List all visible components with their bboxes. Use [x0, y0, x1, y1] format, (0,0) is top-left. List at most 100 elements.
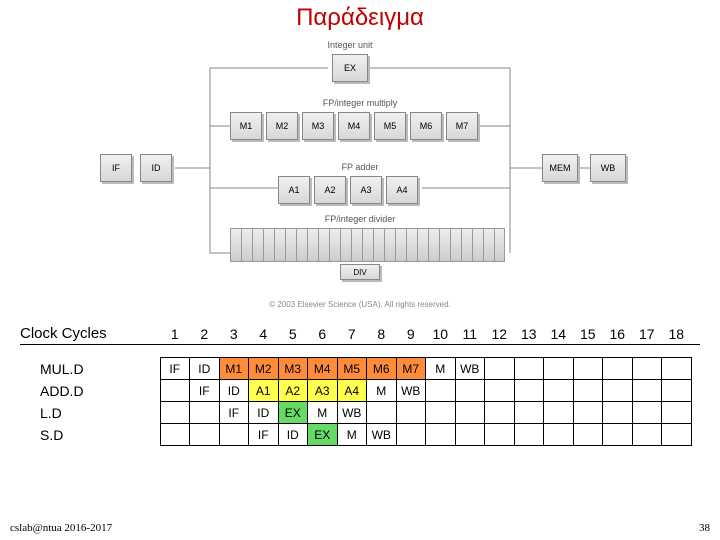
label-div: FP/integer divider — [310, 214, 410, 224]
cycle-num: 11 — [455, 326, 485, 342]
cycle-num: 12 — [485, 326, 515, 342]
instr-label: S.D — [40, 424, 160, 446]
cycle-num: 5 — [278, 326, 308, 342]
pipe-cell — [544, 402, 574, 424]
pipe-cell — [514, 402, 544, 424]
pipe-cell — [632, 402, 662, 424]
pipe-cell: WB — [367, 424, 397, 446]
cycle-num: 6 — [308, 326, 338, 342]
pipe-cell: A3 — [308, 380, 338, 402]
box-m5: M5 — [374, 112, 406, 140]
pipe-cell — [485, 380, 515, 402]
box-id: ID — [140, 154, 172, 182]
pipe-cell: WB — [455, 358, 485, 380]
box-m4: M4 — [338, 112, 370, 140]
cycle-num: 17 — [632, 326, 662, 342]
cycle-num: 18 — [662, 326, 692, 342]
pipeline-table: MUL.DIFIDM1M2M3M4M5M6M7MWBADD.DIFIDA1A2A… — [40, 357, 692, 446]
pipe-cell — [160, 380, 190, 402]
pipe-cell: M6 — [367, 358, 397, 380]
pipe-cell — [544, 380, 574, 402]
pipe-cell — [219, 424, 249, 446]
page-title: Παράδειγμα — [0, 0, 720, 32]
cycle-num: 10 — [426, 326, 456, 342]
label-int-unit: Integer unit — [320, 40, 380, 50]
footer-left: cslab@ntua 2016-2017 — [10, 522, 112, 534]
pipe-cell — [426, 380, 456, 402]
cycle-num: 4 — [249, 326, 279, 342]
pipe-cell: ID — [278, 424, 308, 446]
pipe-cell: M3 — [278, 358, 308, 380]
pipe-cell: M — [337, 424, 367, 446]
divider-block — [230, 228, 505, 262]
clock-cycles-area: Clock Cycles 123456789101112131415161718… — [0, 325, 720, 446]
pipe-cell — [544, 358, 574, 380]
label-mul: FP/integer multiply — [300, 98, 420, 108]
instr-label: L.D — [40, 402, 160, 424]
pipe-cell: M — [367, 380, 397, 402]
box-m3: M3 — [302, 112, 334, 140]
pipe-cell: IF — [190, 380, 220, 402]
cycle-num: 3 — [219, 326, 249, 342]
pipe-cell — [396, 402, 426, 424]
cycle-num: 16 — [603, 326, 633, 342]
pipe-cell — [662, 424, 692, 446]
instr-label: MUL.D — [40, 358, 160, 380]
pipe-cell — [573, 402, 603, 424]
pipe-cell — [632, 380, 662, 402]
cycle-num: 9 — [396, 326, 426, 342]
box-a4: A4 — [386, 176, 418, 204]
pipe-cell: M1 — [219, 358, 249, 380]
box-m2: M2 — [266, 112, 298, 140]
pipe-cell — [426, 402, 456, 424]
pipe-cell: IF — [219, 402, 249, 424]
pipe-cell — [544, 424, 574, 446]
footer-right: 38 — [699, 522, 710, 534]
pipe-cell — [632, 358, 662, 380]
pipe-cell: A1 — [249, 380, 279, 402]
copyright: © 2003 Elsevier Science (USA). All right… — [0, 300, 720, 309]
pipe-cell — [514, 358, 544, 380]
pipe-cell — [514, 380, 544, 402]
pipe-cell — [426, 424, 456, 446]
pipe-cell — [662, 358, 692, 380]
pipe-cell — [485, 424, 515, 446]
pipe-cell — [485, 402, 515, 424]
pipe-cell — [485, 358, 515, 380]
pipe-cell — [160, 402, 190, 424]
box-wb: WB — [590, 154, 626, 182]
box-a2: A2 — [314, 176, 346, 204]
pipeline-diagram: IF ID Integer unit EX FP/integer multipl… — [80, 38, 640, 298]
pipe-cell: M2 — [249, 358, 279, 380]
box-ex: EX — [332, 54, 368, 82]
pipe-cell: M — [308, 402, 338, 424]
pipe-cell: M5 — [337, 358, 367, 380]
footer: cslab@ntua 2016-2017 38 — [10, 522, 710, 534]
pipe-cell — [603, 424, 633, 446]
cycle-num: 8 — [367, 326, 397, 342]
label-add: FP adder — [320, 162, 400, 172]
cycle-num: 14 — [544, 326, 574, 342]
pipe-cell — [632, 424, 662, 446]
box-a3: A3 — [350, 176, 382, 204]
pipe-cell: WB — [396, 380, 426, 402]
cycle-num: 1 — [160, 326, 190, 342]
cycles-header: Clock Cycles 123456789101112131415161718 — [20, 325, 700, 345]
pipe-cell — [573, 424, 603, 446]
cycle-num: 7 — [337, 326, 367, 342]
pipe-cell — [573, 358, 603, 380]
pipe-cell — [573, 380, 603, 402]
box-m1: M1 — [230, 112, 262, 140]
box-if: IF — [100, 154, 132, 182]
pipe-cell — [662, 380, 692, 402]
pipe-cell — [455, 424, 485, 446]
pipe-cell — [190, 424, 220, 446]
pipe-cell — [662, 402, 692, 424]
pipe-cell — [603, 358, 633, 380]
box-mem: MEM — [542, 154, 578, 182]
pipe-cell — [396, 424, 426, 446]
pipe-cell: M — [426, 358, 456, 380]
instr-label: ADD.D — [40, 380, 160, 402]
pipe-cell: EX — [308, 424, 338, 446]
pipe-cell: EX — [278, 402, 308, 424]
